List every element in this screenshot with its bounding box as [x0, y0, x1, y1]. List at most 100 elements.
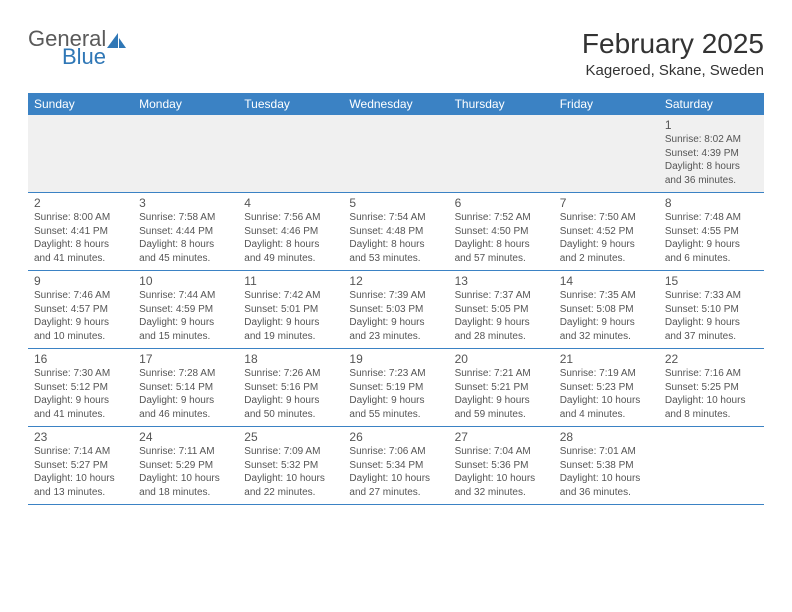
- day-cell: 6Sunrise: 7:52 AMSunset: 4:50 PMDaylight…: [449, 193, 554, 270]
- sunset-line: Sunset: 5:21 PM: [455, 381, 548, 395]
- logo: GeneralBlue: [28, 28, 129, 68]
- day-cell: 28Sunrise: 7:01 AMSunset: 5:38 PMDayligh…: [554, 427, 659, 504]
- sunset-line: Sunset: 5:08 PM: [560, 303, 653, 317]
- day-number: 23: [34, 430, 127, 444]
- daylight-line: Daylight: 10 hours and 18 minutes.: [139, 472, 232, 499]
- day-number: 13: [455, 274, 548, 288]
- day-cell: 16Sunrise: 7:30 AMSunset: 5:12 PMDayligh…: [28, 349, 133, 426]
- sunrise-line: Sunrise: 7:16 AM: [665, 367, 758, 381]
- day-cell: [659, 427, 764, 504]
- sunset-line: Sunset: 4:48 PM: [349, 225, 442, 239]
- day-number: 22: [665, 352, 758, 366]
- day-number: 17: [139, 352, 232, 366]
- day-cell: 3Sunrise: 7:58 AMSunset: 4:44 PMDaylight…: [133, 193, 238, 270]
- day-cell: 19Sunrise: 7:23 AMSunset: 5:19 PMDayligh…: [343, 349, 448, 426]
- sunrise-line: Sunrise: 8:02 AM: [665, 133, 758, 147]
- daylight-line: Daylight: 9 hours and 32 minutes.: [560, 316, 653, 343]
- sunrise-line: Sunrise: 7:04 AM: [455, 445, 548, 459]
- sunrise-line: Sunrise: 7:44 AM: [139, 289, 232, 303]
- sunset-line: Sunset: 5:23 PM: [560, 381, 653, 395]
- weekday-header: Tuesday: [238, 93, 343, 115]
- sunrise-line: Sunrise: 7:06 AM: [349, 445, 442, 459]
- day-number: 20: [455, 352, 548, 366]
- day-number: 7: [560, 196, 653, 210]
- day-cell: 10Sunrise: 7:44 AMSunset: 4:59 PMDayligh…: [133, 271, 238, 348]
- bottom-divider: [28, 504, 764, 506]
- daylight-line: Daylight: 10 hours and 4 minutes.: [560, 394, 653, 421]
- daylight-line: Daylight: 9 hours and 19 minutes.: [244, 316, 337, 343]
- day-cell: 7Sunrise: 7:50 AMSunset: 4:52 PMDaylight…: [554, 193, 659, 270]
- week-row: 2Sunrise: 8:00 AMSunset: 4:41 PMDaylight…: [28, 192, 764, 270]
- sunset-line: Sunset: 4:46 PM: [244, 225, 337, 239]
- sunrise-line: Sunrise: 7:35 AM: [560, 289, 653, 303]
- sunset-line: Sunset: 5:01 PM: [244, 303, 337, 317]
- day-number: 4: [244, 196, 337, 210]
- daylight-line: Daylight: 9 hours and 28 minutes.: [455, 316, 548, 343]
- title-block: February 2025 Kageroed, Skane, Sweden: [582, 28, 764, 79]
- sunrise-line: Sunrise: 7:26 AM: [244, 367, 337, 381]
- sunrise-line: Sunrise: 7:39 AM: [349, 289, 442, 303]
- logo-text-blue: Blue: [62, 46, 129, 68]
- day-cell: 20Sunrise: 7:21 AMSunset: 5:21 PMDayligh…: [449, 349, 554, 426]
- day-cell: [343, 115, 448, 192]
- daylight-line: Daylight: 9 hours and 41 minutes.: [34, 394, 127, 421]
- daylight-line: Daylight: 9 hours and 15 minutes.: [139, 316, 232, 343]
- sunset-line: Sunset: 5:14 PM: [139, 381, 232, 395]
- day-number: 12: [349, 274, 442, 288]
- daylight-line: Daylight: 9 hours and 59 minutes.: [455, 394, 548, 421]
- weekday-header: Friday: [554, 93, 659, 115]
- sunrise-line: Sunrise: 7:30 AM: [34, 367, 127, 381]
- day-number: 21: [560, 352, 653, 366]
- day-cell: 22Sunrise: 7:16 AMSunset: 5:25 PMDayligh…: [659, 349, 764, 426]
- daylight-line: Daylight: 9 hours and 23 minutes.: [349, 316, 442, 343]
- daylight-line: Daylight: 8 hours and 45 minutes.: [139, 238, 232, 265]
- day-cell: [28, 115, 133, 192]
- day-cell: 1Sunrise: 8:02 AMSunset: 4:39 PMDaylight…: [659, 115, 764, 192]
- sunrise-line: Sunrise: 7:28 AM: [139, 367, 232, 381]
- day-cell: 18Sunrise: 7:26 AMSunset: 5:16 PMDayligh…: [238, 349, 343, 426]
- weekday-header: Thursday: [449, 93, 554, 115]
- sunset-line: Sunset: 5:38 PM: [560, 459, 653, 473]
- day-number: 25: [244, 430, 337, 444]
- daylight-line: Daylight: 9 hours and 10 minutes.: [34, 316, 127, 343]
- sunset-line: Sunset: 5:27 PM: [34, 459, 127, 473]
- sunset-line: Sunset: 5:10 PM: [665, 303, 758, 317]
- day-cell: [449, 115, 554, 192]
- day-number: 26: [349, 430, 442, 444]
- week-row: 16Sunrise: 7:30 AMSunset: 5:12 PMDayligh…: [28, 348, 764, 426]
- month-title: February 2025: [582, 28, 764, 60]
- sunset-line: Sunset: 4:52 PM: [560, 225, 653, 239]
- daylight-line: Daylight: 9 hours and 2 minutes.: [560, 238, 653, 265]
- sunrise-line: Sunrise: 7:09 AM: [244, 445, 337, 459]
- sunrise-line: Sunrise: 7:50 AM: [560, 211, 653, 225]
- daylight-line: Daylight: 9 hours and 50 minutes.: [244, 394, 337, 421]
- weekday-header-row: SundayMondayTuesdayWednesdayThursdayFrid…: [28, 93, 764, 115]
- day-number: 14: [560, 274, 653, 288]
- day-number: 28: [560, 430, 653, 444]
- day-cell: 27Sunrise: 7:04 AMSunset: 5:36 PMDayligh…: [449, 427, 554, 504]
- daylight-line: Daylight: 10 hours and 13 minutes.: [34, 472, 127, 499]
- daylight-line: Daylight: 9 hours and 55 minutes.: [349, 394, 442, 421]
- sunset-line: Sunset: 5:16 PM: [244, 381, 337, 395]
- sunrise-line: Sunrise: 7:23 AM: [349, 367, 442, 381]
- day-cell: 2Sunrise: 8:00 AMSunset: 4:41 PMDaylight…: [28, 193, 133, 270]
- sunset-line: Sunset: 4:59 PM: [139, 303, 232, 317]
- daylight-line: Daylight: 10 hours and 27 minutes.: [349, 472, 442, 499]
- sunset-line: Sunset: 5:25 PM: [665, 381, 758, 395]
- week-row: 9Sunrise: 7:46 AMSunset: 4:57 PMDaylight…: [28, 270, 764, 348]
- sunrise-line: Sunrise: 7:58 AM: [139, 211, 232, 225]
- sunset-line: Sunset: 4:44 PM: [139, 225, 232, 239]
- sunrise-line: Sunrise: 7:37 AM: [455, 289, 548, 303]
- day-cell: [238, 115, 343, 192]
- daylight-line: Daylight: 10 hours and 8 minutes.: [665, 394, 758, 421]
- day-cell: 11Sunrise: 7:42 AMSunset: 5:01 PMDayligh…: [238, 271, 343, 348]
- weekday-header: Sunday: [28, 93, 133, 115]
- sunrise-line: Sunrise: 8:00 AM: [34, 211, 127, 225]
- sunrise-line: Sunrise: 7:46 AM: [34, 289, 127, 303]
- day-number: 19: [349, 352, 442, 366]
- daylight-line: Daylight: 10 hours and 36 minutes.: [560, 472, 653, 499]
- day-number: 9: [34, 274, 127, 288]
- day-cell: 14Sunrise: 7:35 AMSunset: 5:08 PMDayligh…: [554, 271, 659, 348]
- day-cell: 4Sunrise: 7:56 AMSunset: 4:46 PMDaylight…: [238, 193, 343, 270]
- sunset-line: Sunset: 5:34 PM: [349, 459, 442, 473]
